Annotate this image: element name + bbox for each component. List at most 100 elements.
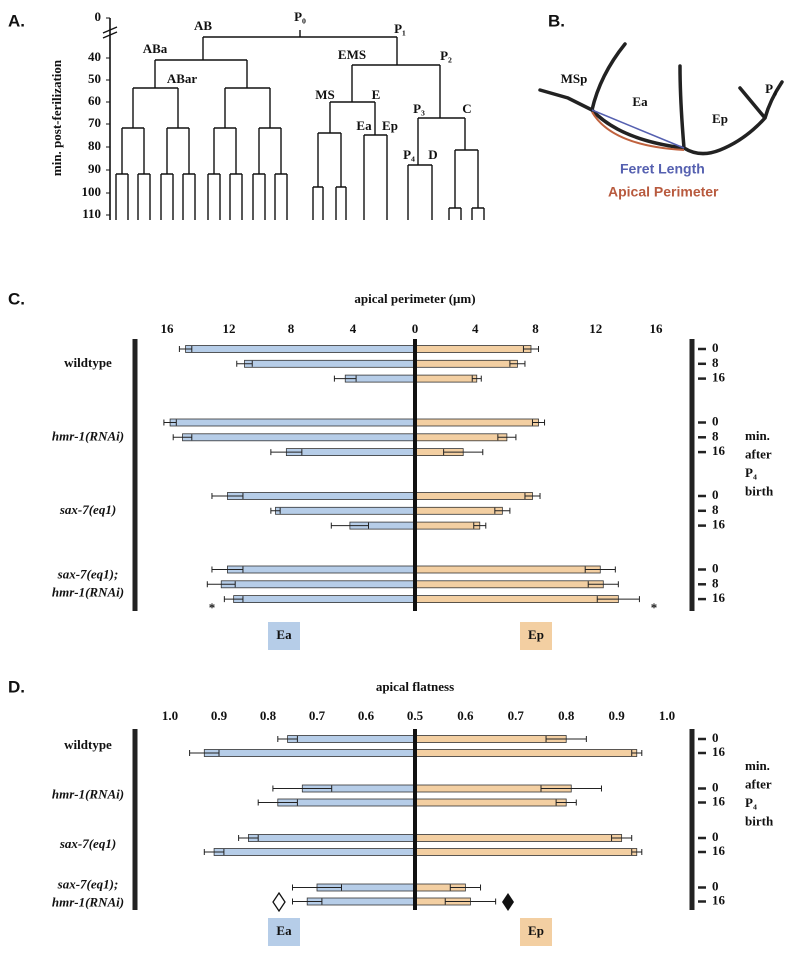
node-label: ABar <box>167 71 198 86</box>
x-tick-label: 16 <box>650 321 664 336</box>
error-bar <box>223 596 244 603</box>
time-label: 0 <box>712 730 719 745</box>
bar <box>414 834 623 842</box>
error-bar <box>292 898 323 905</box>
node-label: Ea <box>356 118 372 133</box>
bar <box>227 492 416 500</box>
error-bar <box>163 419 177 426</box>
error-bar <box>330 522 369 529</box>
tick-label: 0 <box>95 9 102 24</box>
error-bar <box>238 835 259 841</box>
legend-label: Ep <box>528 923 544 938</box>
panel-a: A. min. post-ferilization 0 40 50 60 70 … <box>8 9 485 221</box>
bar <box>414 749 638 757</box>
bar <box>285 448 416 457</box>
bar <box>414 374 478 383</box>
axis-ticks <box>106 17 110 216</box>
error-bar <box>270 449 303 456</box>
tick-label: 110 <box>82 206 101 221</box>
bar <box>287 735 416 743</box>
bar <box>220 580 416 589</box>
node-label: P₃ <box>413 101 425 116</box>
error-bar <box>270 507 281 514</box>
legend-box <box>268 918 300 946</box>
error-bar <box>449 884 482 891</box>
tick-label: 50 <box>88 71 101 86</box>
legend-box <box>268 622 300 650</box>
group-label: wildtype <box>64 737 112 752</box>
bar <box>244 359 416 368</box>
node-label: P₄ <box>403 147 415 162</box>
time-axis-label: after <box>745 776 772 791</box>
legend-label: Ep <box>528 627 544 642</box>
error-bar <box>443 449 484 456</box>
filled-diamond <box>502 893 514 911</box>
tick-label: 80 <box>88 138 101 153</box>
error-bar <box>333 375 357 382</box>
x-tick-label: 8 <box>532 321 539 336</box>
time-label: 16 <box>712 892 726 907</box>
chart-title: apical flatness <box>376 679 454 694</box>
error-bar <box>471 375 482 382</box>
group-label: hmr-1(RNAi) <box>52 786 124 801</box>
annotation: * <box>209 600 216 615</box>
group-label: hmr-1(RNAi) <box>52 428 124 443</box>
x-tick-label: 8 <box>288 321 295 336</box>
error-bar <box>522 346 540 352</box>
time-label: 8 <box>712 575 719 590</box>
node-label: AB <box>194 18 212 33</box>
feret-label: Feret Length <box>620 161 705 177</box>
bar <box>213 848 416 856</box>
bar <box>203 749 416 757</box>
apical-perimeter-line <box>591 111 685 151</box>
x-tick-label: 4 <box>350 321 357 336</box>
panel-label: D. <box>8 677 25 696</box>
bar <box>414 595 619 603</box>
time-label: 8 <box>712 502 719 517</box>
open-diamond <box>272 891 286 913</box>
time-label: 0 <box>712 878 719 893</box>
error-bar <box>596 596 640 603</box>
time-label: 0 <box>712 487 719 502</box>
time-label: 8 <box>712 355 719 370</box>
group-label: hmr-1(RNAi) <box>52 584 124 599</box>
bar <box>414 433 508 442</box>
time-axis-label: P₄ <box>745 465 757 480</box>
panel-b: B. MSp Ea Ep P₄ Feret Length Apical Peri… <box>538 11 784 200</box>
x-tick-label: 0.9 <box>608 708 625 723</box>
tick-label: 70 <box>88 115 101 130</box>
bar <box>233 595 416 603</box>
x-tick-label: 0.6 <box>358 708 375 723</box>
error-bar <box>584 566 616 573</box>
x-tick-label: 1.0 <box>659 708 675 723</box>
time-label: 16 <box>712 517 726 532</box>
legend-box <box>520 622 552 650</box>
error-bar <box>611 835 633 841</box>
error-bar <box>236 360 253 367</box>
bar <box>275 506 416 515</box>
error-bar <box>211 566 244 573</box>
tick-label: 40 <box>88 49 101 64</box>
bar <box>414 565 601 574</box>
cell-outline <box>538 42 784 156</box>
axis-label: min. post-ferilization <box>49 59 64 176</box>
error-bar <box>540 785 602 792</box>
x-tick-label: 0.6 <box>457 708 474 723</box>
node-label: ABa <box>143 41 168 56</box>
error-bar <box>524 493 541 499</box>
tick-label: 60 <box>88 93 101 108</box>
bar <box>185 345 416 353</box>
bar <box>414 359 518 368</box>
x-tick-label: 4 <box>472 321 479 336</box>
time-axis-label: P₄ <box>745 795 757 810</box>
x-tick-label: 1.0 <box>162 708 178 723</box>
time-label: 16 <box>712 443 726 458</box>
node-label: EMS <box>338 47 366 62</box>
error-bar <box>473 522 487 529</box>
x-tick-label: 0.9 <box>211 708 228 723</box>
group-label: sax-7(eq1); <box>57 876 119 891</box>
cell-label: P₄ <box>765 81 777 96</box>
time-label: 16 <box>712 370 726 385</box>
cell-label: Ea <box>632 94 648 109</box>
